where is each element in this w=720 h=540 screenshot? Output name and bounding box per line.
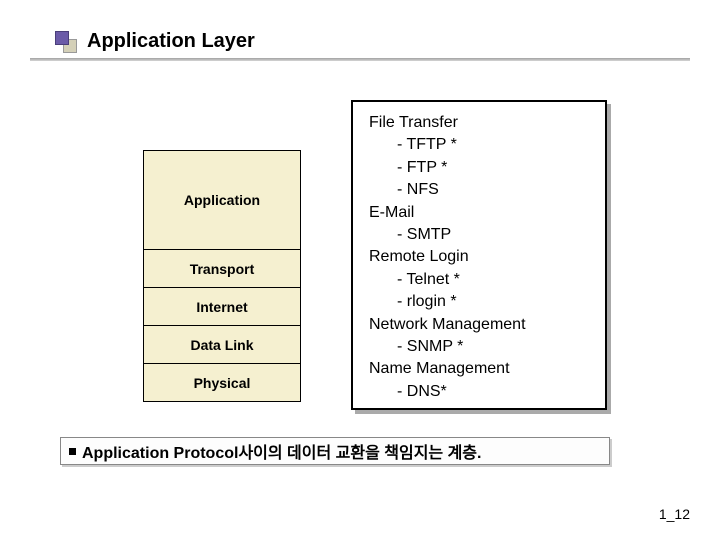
caption-text: Application Protocol사이의 데이터 교환을 책임지는 계층. [82,439,481,463]
protocol-group: File Transfer [369,112,589,134]
title-underline [30,58,690,61]
layer-data-link: Data Link [143,326,301,364]
layer-internet: Internet [143,288,301,326]
title-bullet-icon [55,31,77,53]
page-number: 1_12 [659,506,690,522]
protocol-item: - SNMP * [397,336,589,358]
page-title: Application Layer [87,30,255,53]
title-row: Application Layer [55,30,690,53]
protocol-group: Remote Login [369,246,589,268]
layer-transport: Transport [143,250,301,288]
protocol-item: - FTP * [397,157,589,179]
protocol-item: - DNS* [397,381,589,403]
protocol-item: - TFTP * [397,134,589,156]
caption-container: Application Protocol사이의 데이터 교환을 책임지는 계층. [60,437,610,465]
protocols-box: File Transfer- TFTP *- FTP *- NFSE-Mail-… [351,100,607,410]
protocol-group: Network Management [369,314,589,336]
content-area: ApplicationTransportInternetData LinkPhy… [0,100,720,410]
layer-stack: ApplicationTransportInternetData LinkPhy… [143,150,301,402]
protocol-group: E-Mail [369,202,589,224]
protocol-item: - Telnet * [397,269,589,291]
square-bullet-icon [69,448,76,455]
layer-stack-container: ApplicationTransportInternetData LinkPhy… [143,150,301,410]
protocols-container: File Transfer- TFTP *- FTP *- NFSE-Mail-… [351,100,607,410]
protocol-group: Name Management [369,358,589,380]
caption-box: Application Protocol사이의 데이터 교환을 책임지는 계층. [60,437,610,465]
protocol-item: - NFS [397,179,589,201]
layer-application: Application [143,150,301,250]
layer-physical: Physical [143,364,301,402]
protocol-item: - rlogin * [397,291,589,313]
protocol-item: - SMTP [397,224,589,246]
